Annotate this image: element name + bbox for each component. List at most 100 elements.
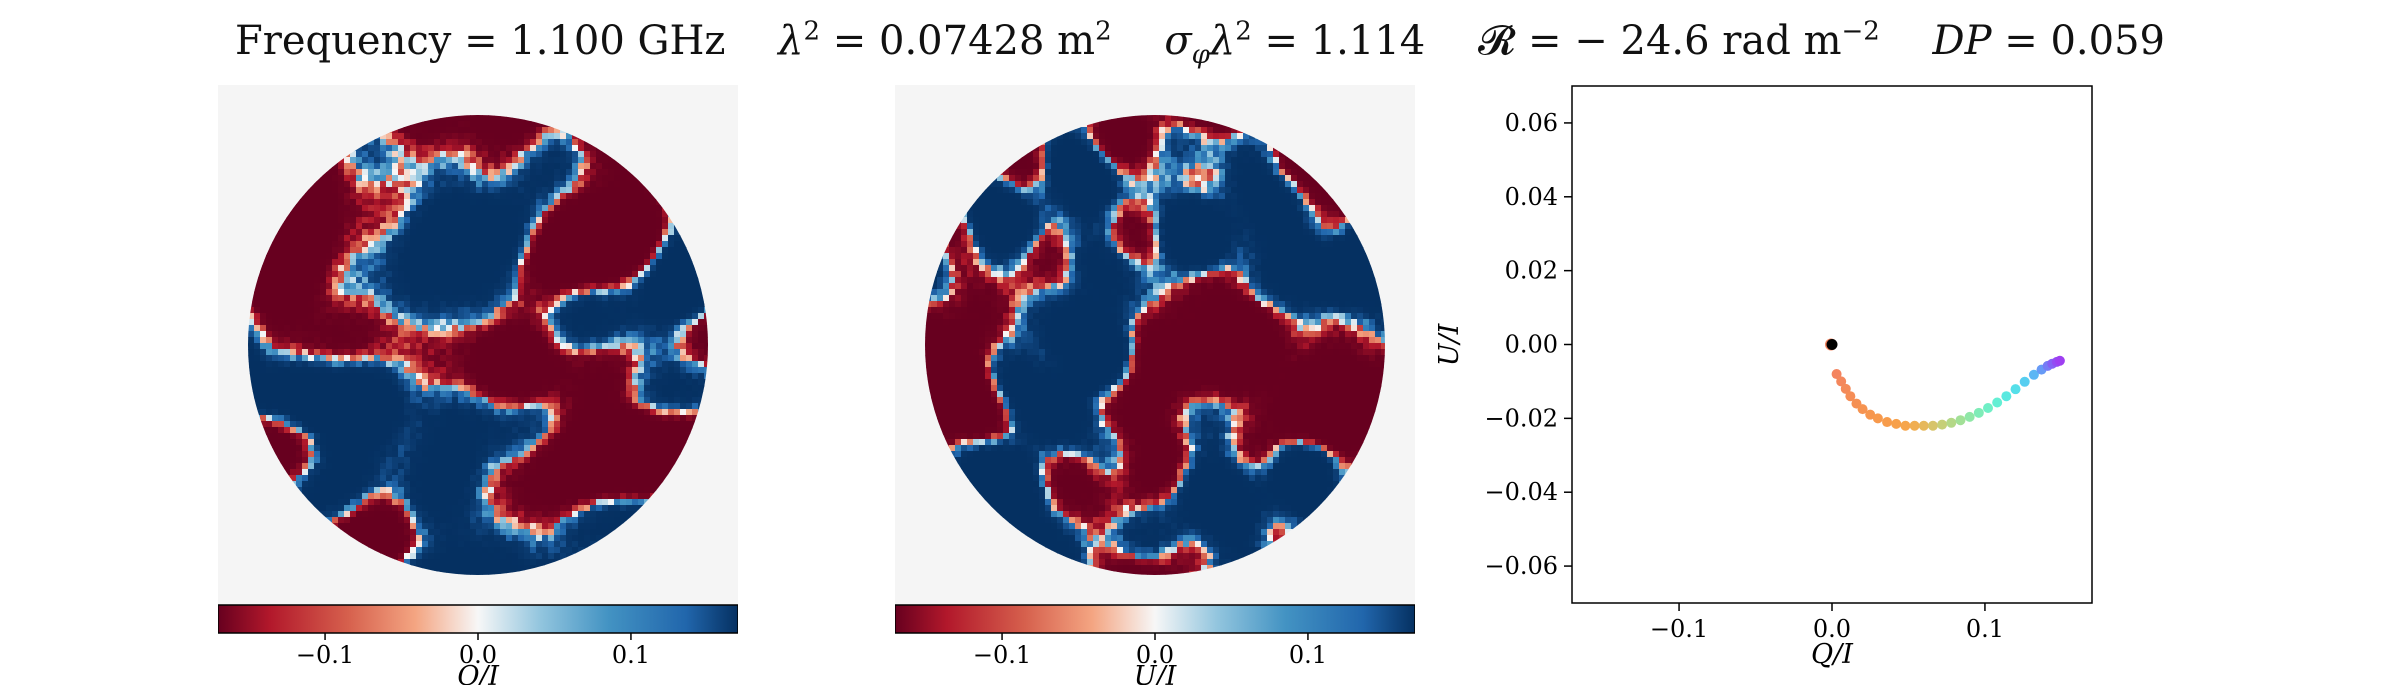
map-pixel: [278, 283, 285, 290]
map-pixel: [698, 373, 705, 380]
map-pixel: [452, 517, 459, 524]
map-pixel: [596, 235, 603, 242]
map-pixel: [344, 325, 351, 332]
map-pixel: [518, 295, 525, 302]
map-pixel: [422, 193, 429, 200]
map-pixel: [386, 241, 393, 248]
map-pixel: [656, 397, 663, 404]
map-pixel: [662, 445, 669, 452]
map-pixel: [464, 493, 471, 500]
map-pixel: [386, 325, 393, 332]
map-pixel: [572, 229, 579, 236]
map-pixel: [404, 349, 411, 356]
map-pixel: [518, 343, 525, 350]
map-pixel: [452, 259, 459, 266]
map-pixel: [296, 325, 303, 332]
map-pixel: [500, 199, 507, 206]
map-pixel: [470, 565, 477, 572]
map-pixel: [380, 169, 387, 176]
map-pixel: [476, 145, 483, 152]
map-pixel: [548, 271, 555, 278]
map-pixel: [338, 391, 345, 398]
map-pixel: [500, 445, 507, 452]
map-pixel: [416, 553, 423, 560]
map-pixel: [410, 319, 417, 326]
map-pixel: [326, 337, 333, 344]
map-pixel: [416, 241, 423, 248]
map-pixel: [680, 289, 687, 296]
map-pixel: [608, 409, 615, 416]
map-pixel: [266, 415, 273, 422]
map-pixel: [602, 481, 609, 488]
map-pixel: [458, 511, 465, 518]
map-pixel: [566, 289, 573, 296]
map-pixel: [398, 289, 405, 296]
map-pixel: [314, 265, 321, 272]
map-pixel: [680, 373, 687, 380]
map-pixel: [452, 445, 459, 452]
map-pixel: [566, 187, 573, 194]
map-pixel: [344, 277, 351, 284]
map-pixel: [596, 403, 603, 410]
map-pixel: [512, 427, 519, 434]
map-pixel: [602, 283, 609, 290]
map-pixel: [422, 355, 429, 362]
map-pixel: [518, 331, 525, 338]
map-pixel: [626, 181, 633, 188]
map-pixel: [674, 445, 681, 452]
map-pixel: [386, 229, 393, 236]
map-pixel: [596, 409, 603, 416]
map-pixel: [530, 529, 537, 536]
map-pixel: [290, 277, 297, 284]
map-pixel: [440, 295, 447, 302]
map-pixel: [632, 457, 639, 464]
map-pixel: [446, 343, 453, 350]
map-pixel: [404, 367, 411, 374]
map-pixel: [608, 319, 615, 326]
map-pixel: [512, 289, 519, 296]
map-pixel: [572, 169, 579, 176]
map-pixel: [506, 121, 513, 128]
map-pixel: [428, 331, 435, 338]
map-pixel: [446, 433, 453, 440]
map-pixel: [470, 517, 477, 524]
map-pixel: [584, 169, 591, 176]
map-pixel: [554, 349, 561, 356]
map-pixel: [458, 187, 465, 194]
map-pixel: [434, 289, 441, 296]
map-pixel: [458, 475, 465, 482]
map-pixel: [512, 193, 519, 200]
map-pixel: [584, 145, 591, 152]
map-pixel: [656, 235, 663, 242]
map-pixel: [686, 379, 693, 386]
map-pixel: [350, 403, 357, 410]
map-pixel: [530, 331, 537, 338]
map-pixel: [422, 469, 429, 476]
map-pixel: [608, 247, 615, 254]
map-pixel: [422, 295, 429, 302]
map-pixel: [344, 379, 351, 386]
map-pixel: [650, 211, 657, 218]
map-pixel: [284, 451, 291, 458]
map-pixel: [614, 337, 621, 344]
map-pixel: [446, 349, 453, 356]
map-pixel: [686, 325, 693, 332]
map-pixel: [500, 295, 507, 302]
map-pixel: [608, 217, 615, 224]
map-pixel: [1141, 115, 1148, 122]
map-pixel: [386, 139, 393, 146]
map-pixel: [446, 277, 453, 284]
map-pixel: [476, 307, 483, 314]
map-pixel: [500, 463, 507, 470]
map-pixel: [632, 379, 639, 386]
map-pixel: [584, 511, 591, 518]
map-pixel: [428, 541, 435, 548]
map-pixel: [644, 331, 651, 338]
map-pixel: [530, 439, 537, 446]
map-pixel: [554, 187, 561, 194]
map-pixel: [272, 337, 279, 344]
map-pixel: [416, 349, 423, 356]
map-pixel: [476, 349, 483, 356]
map-pixel: [488, 211, 495, 218]
map-pixel: [332, 457, 339, 464]
